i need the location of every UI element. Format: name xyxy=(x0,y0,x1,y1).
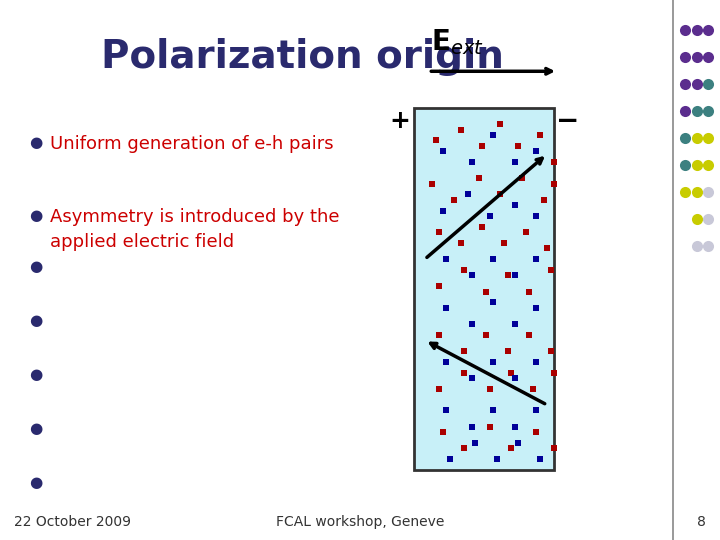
Text: ●: ● xyxy=(29,313,42,328)
Text: $\mathbf{E}_{ext}$: $\mathbf{E}_{ext}$ xyxy=(431,27,484,57)
Text: ●: ● xyxy=(29,367,42,382)
Text: −: − xyxy=(556,107,579,136)
Text: +: + xyxy=(390,110,410,133)
Text: FCAL workshop, Geneve: FCAL workshop, Geneve xyxy=(276,515,444,529)
Text: Asymmetry is introduced by the
applied electric field: Asymmetry is introduced by the applied e… xyxy=(50,208,340,251)
Text: ●: ● xyxy=(29,208,42,223)
Text: Polarization origin: Polarization origin xyxy=(101,38,504,76)
Text: 8: 8 xyxy=(697,515,706,529)
Text: ●: ● xyxy=(29,135,42,150)
Text: 22 October 2009: 22 October 2009 xyxy=(14,515,132,529)
FancyBboxPatch shape xyxy=(414,108,554,470)
Text: ●: ● xyxy=(29,475,42,490)
Text: ●: ● xyxy=(29,259,42,274)
Text: ●: ● xyxy=(29,421,42,436)
Text: Uniform generation of e-h pairs: Uniform generation of e-h pairs xyxy=(50,135,334,153)
